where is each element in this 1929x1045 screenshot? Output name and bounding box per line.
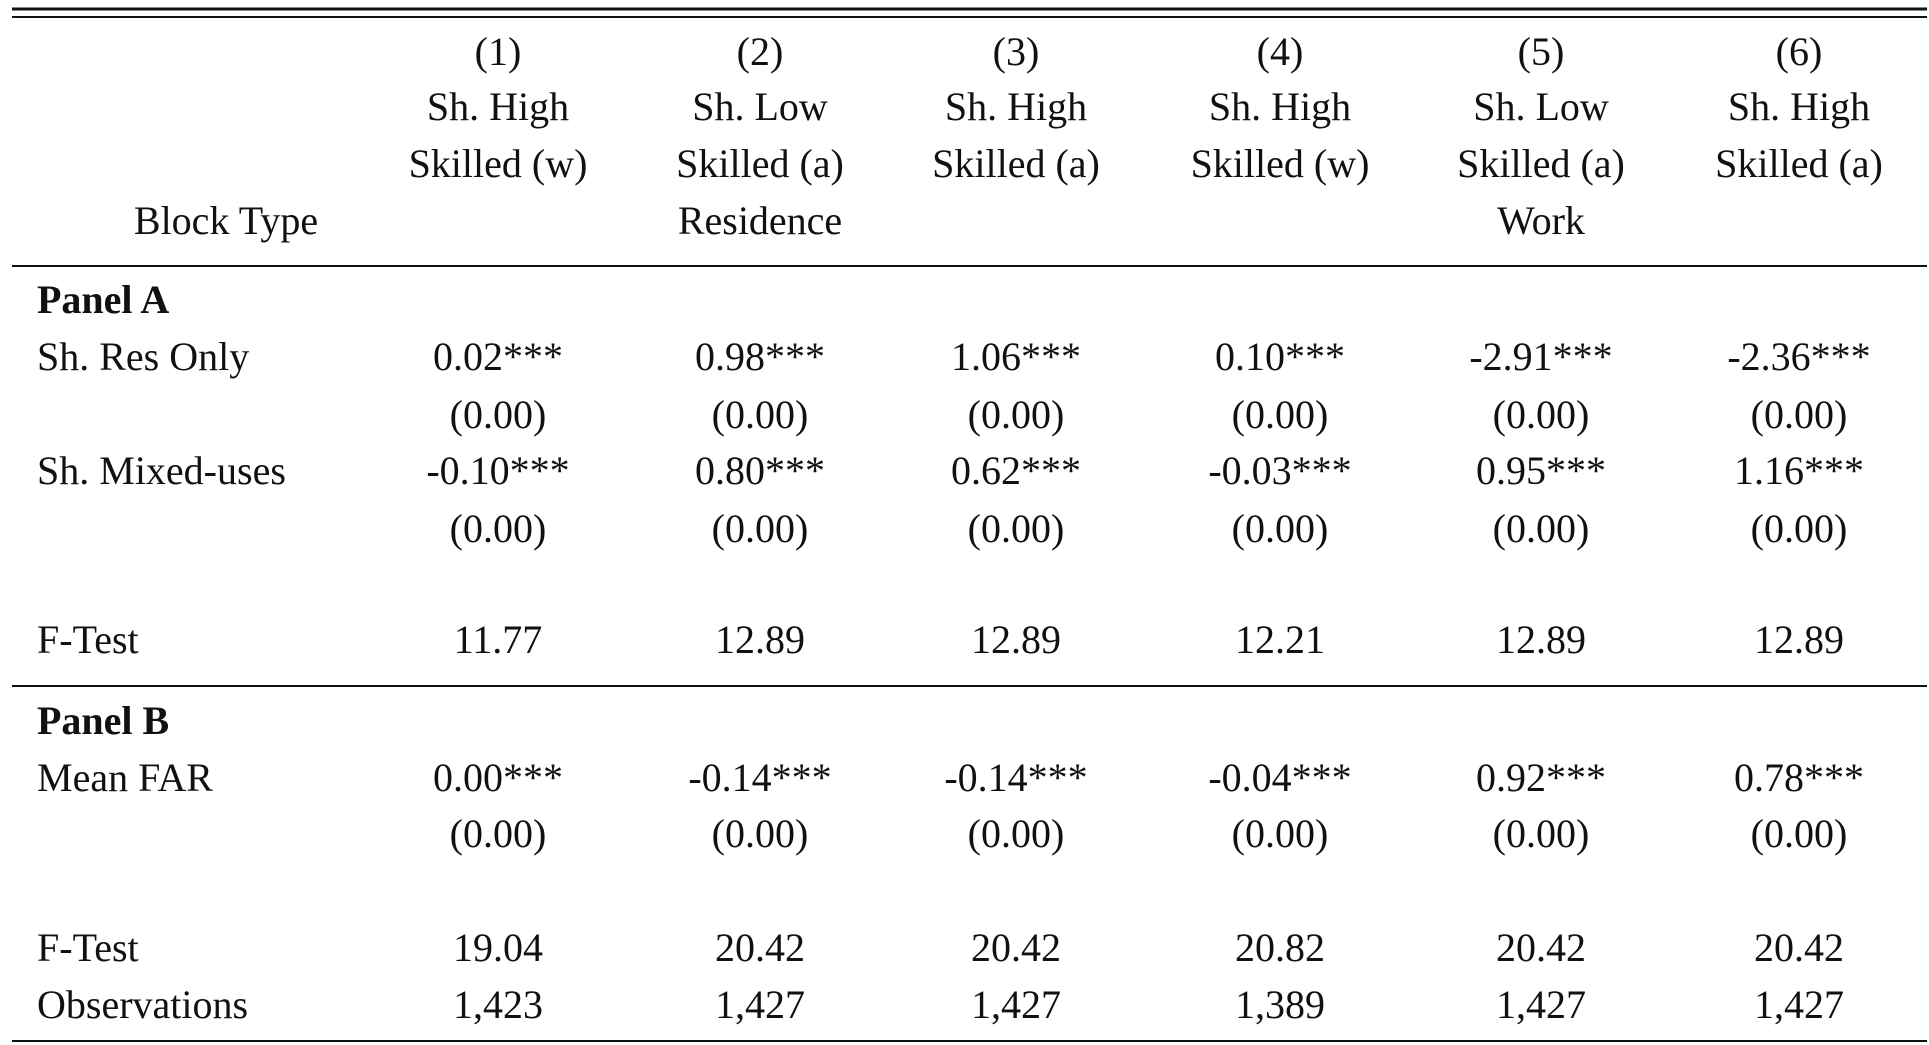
cell-value: 0.10*** [1215,334,1345,379]
row-label: F-Test [37,925,139,970]
cell-value: -0.04*** [1208,755,1351,800]
cell-value: -0.14*** [688,755,831,800]
column-title: Sh. High [1209,84,1351,129]
cell-se: (0.00) [450,506,547,551]
cell-value: -2.36*** [1727,334,1870,379]
group-label: Work [1497,198,1585,243]
cell-value: 12.89 [1496,617,1586,662]
cell-value: 12.89 [971,617,1061,662]
cell-value: -0.03*** [1208,448,1351,493]
group-label: Residence [678,198,842,243]
column-title: Skilled (a) [1715,141,1883,186]
column-title: Skilled (a) [1457,141,1625,186]
cell-value: 12.21 [1235,617,1325,662]
cell-se: (0.00) [1493,811,1590,856]
cell-se: (0.00) [450,392,547,437]
cell-se: (0.00) [1232,392,1329,437]
cell-value: 1.16*** [1734,448,1864,493]
cell-se: (0.00) [1493,392,1590,437]
cell-se: (0.00) [968,506,1065,551]
cell-value: 20.42 [971,925,1061,970]
row-header: Block Type [134,198,318,243]
cell-value: 1,423 [453,982,543,1027]
cell-se: (0.00) [712,811,809,856]
cell-value: 0.00*** [433,755,563,800]
cell-se: (0.00) [712,392,809,437]
column-number: (1) [475,29,522,74]
cell-value: -0.10*** [426,448,569,493]
panel-title: Panel A [37,277,169,322]
cell-value: 0.98*** [695,334,825,379]
cell-value: -0.14*** [944,755,1087,800]
cell-se: (0.00) [1232,811,1329,856]
row-label: Sh. Mixed-uses [37,448,286,493]
cell-value: 12.89 [715,617,805,662]
cell-se: (0.00) [1751,392,1848,437]
column-title: Skilled (w) [1191,141,1370,186]
column-title: Skilled (w) [409,141,588,186]
column-title: Sh. High [945,84,1087,129]
column-title: Skilled (a) [676,141,844,186]
cell-value: 19.04 [453,925,543,970]
cell-value: 12.89 [1754,617,1844,662]
column-number: (6) [1776,29,1823,74]
cell-se: (0.00) [1751,811,1848,856]
cell-value: 0.62*** [951,448,1081,493]
cell-value: 20.42 [715,925,805,970]
panel-title: Panel B [37,698,169,743]
row-label: Observations [37,982,248,1027]
cell-se: (0.00) [1493,506,1590,551]
cell-value: 1.06*** [951,334,1081,379]
cell-value: 1,389 [1235,982,1325,1027]
column-title: Sh. Low [692,84,828,129]
cell-value: 1,427 [1496,982,1586,1027]
cell-se: (0.00) [1751,506,1848,551]
cell-value: 20.42 [1754,925,1844,970]
cell-value: 0.80*** [695,448,825,493]
cell-se: (0.00) [968,392,1065,437]
cell-value: 0.02*** [433,334,563,379]
cell-value: 1,427 [971,982,1061,1027]
cell-se: (0.00) [712,506,809,551]
cell-value: 20.42 [1496,925,1586,970]
cell-value: 0.78*** [1734,755,1864,800]
column-number: (2) [737,29,784,74]
cell-se: (0.00) [1232,506,1329,551]
row-label: Sh. Res Only [37,334,249,379]
column-number: (4) [1257,29,1304,74]
cell-se: (0.00) [450,811,547,856]
cell-value: 1,427 [1754,982,1844,1027]
column-number: (3) [993,29,1040,74]
cell-value: 20.82 [1235,925,1325,970]
cell-value: 0.95*** [1476,448,1606,493]
column-title: Sh. Low [1473,84,1609,129]
row-label: Mean FAR [37,755,213,800]
cell-value: 1,427 [715,982,805,1027]
cell-value: -2.91*** [1469,334,1612,379]
column-title: Sh. High [427,84,569,129]
row-label: F-Test [37,617,139,662]
cell-se: (0.00) [968,811,1065,856]
column-title: Sh. High [1728,84,1870,129]
column-number: (5) [1518,29,1565,74]
cell-value: 11.77 [454,617,543,662]
cell-value: 0.92*** [1476,755,1606,800]
column-title: Skilled (a) [932,141,1100,186]
